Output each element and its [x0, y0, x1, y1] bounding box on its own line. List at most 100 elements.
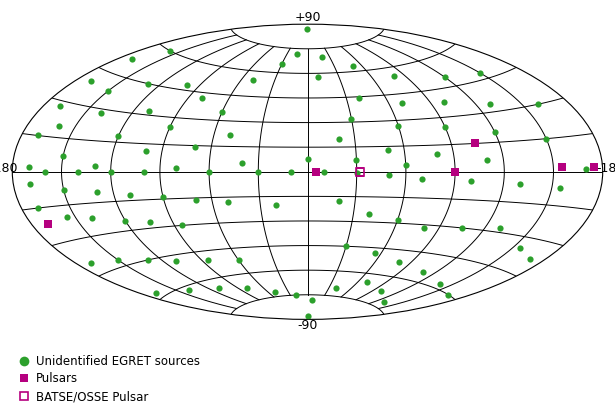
Point	[121, 218, 130, 224]
Point	[308, 297, 317, 303]
Point	[370, 249, 380, 256]
Point	[439, 99, 449, 105]
Point	[113, 133, 123, 139]
Point	[525, 256, 534, 262]
Point	[33, 205, 42, 211]
Point	[341, 243, 351, 249]
Point	[33, 132, 42, 139]
Point	[490, 129, 500, 136]
Point	[143, 257, 153, 263]
Text: -180: -180	[597, 162, 615, 175]
Point	[555, 184, 565, 191]
Point	[158, 194, 168, 200]
Point	[302, 26, 312, 32]
Point	[389, 73, 399, 79]
Point	[143, 80, 153, 87]
Text: +90: +90	[294, 11, 321, 24]
Point	[432, 151, 442, 157]
Point	[533, 101, 542, 108]
Point	[581, 166, 591, 173]
Point	[223, 199, 233, 205]
Point	[286, 169, 296, 175]
Point	[73, 169, 83, 175]
Point	[482, 157, 492, 164]
Point	[213, 285, 223, 292]
Point	[443, 291, 453, 298]
Point	[317, 54, 327, 60]
Point	[362, 279, 371, 285]
Point	[96, 110, 106, 117]
Point	[417, 175, 427, 182]
Point	[58, 153, 68, 160]
Point	[384, 172, 394, 178]
Point	[40, 169, 50, 175]
Point	[303, 155, 312, 162]
Point	[394, 259, 403, 266]
Point	[58, 186, 68, 193]
Point	[25, 181, 34, 187]
Point	[103, 88, 113, 94]
Point	[90, 162, 100, 169]
Point	[331, 285, 341, 291]
Point	[401, 162, 411, 168]
Point	[24, 164, 34, 170]
Point	[270, 288, 280, 295]
Point	[203, 256, 213, 263]
Point	[55, 123, 65, 129]
Point	[242, 285, 252, 292]
Point	[334, 135, 344, 142]
Point	[313, 73, 323, 80]
Point	[515, 181, 525, 187]
Point	[86, 77, 96, 84]
Point	[145, 219, 155, 226]
Point	[435, 281, 445, 288]
Legend: Unidentified EGRET sources, Pulsars, BATSE/OSSE Pulsar: Unidentified EGRET sources, Pulsars, BAT…	[18, 355, 200, 403]
Point	[394, 122, 403, 129]
Point	[127, 56, 137, 63]
Point	[348, 63, 358, 70]
Point	[224, 131, 234, 138]
Point	[204, 169, 214, 175]
Point	[379, 298, 389, 305]
Point	[138, 169, 148, 175]
Point	[190, 144, 200, 151]
Point	[346, 115, 356, 122]
Point	[376, 288, 386, 294]
Point	[86, 260, 96, 266]
Point	[113, 257, 123, 263]
Point	[303, 313, 312, 319]
Point	[237, 160, 247, 167]
Point	[151, 290, 161, 297]
Point	[144, 108, 154, 115]
Point	[450, 169, 460, 175]
Point	[165, 123, 175, 130]
Point	[440, 74, 450, 81]
Point	[234, 257, 244, 263]
Point	[364, 210, 374, 217]
Point	[217, 109, 227, 115]
Text: +180: +180	[0, 162, 18, 175]
Point	[291, 292, 301, 298]
Point	[92, 189, 102, 196]
Point	[277, 61, 287, 68]
Point	[271, 202, 281, 208]
Point	[197, 95, 207, 101]
Text: -90: -90	[297, 319, 318, 333]
Point	[125, 191, 135, 198]
Point	[352, 170, 362, 177]
Point	[172, 258, 181, 264]
Point	[191, 196, 200, 203]
Point	[485, 101, 495, 107]
Point	[141, 148, 151, 155]
Point	[248, 76, 258, 83]
Point	[87, 215, 97, 221]
Point	[475, 70, 485, 76]
Point	[352, 157, 362, 164]
Point	[335, 198, 344, 205]
Point	[293, 50, 303, 57]
Point	[393, 216, 403, 223]
Point	[541, 135, 551, 142]
Point	[319, 169, 329, 175]
Point	[457, 225, 467, 231]
Point	[355, 95, 365, 102]
